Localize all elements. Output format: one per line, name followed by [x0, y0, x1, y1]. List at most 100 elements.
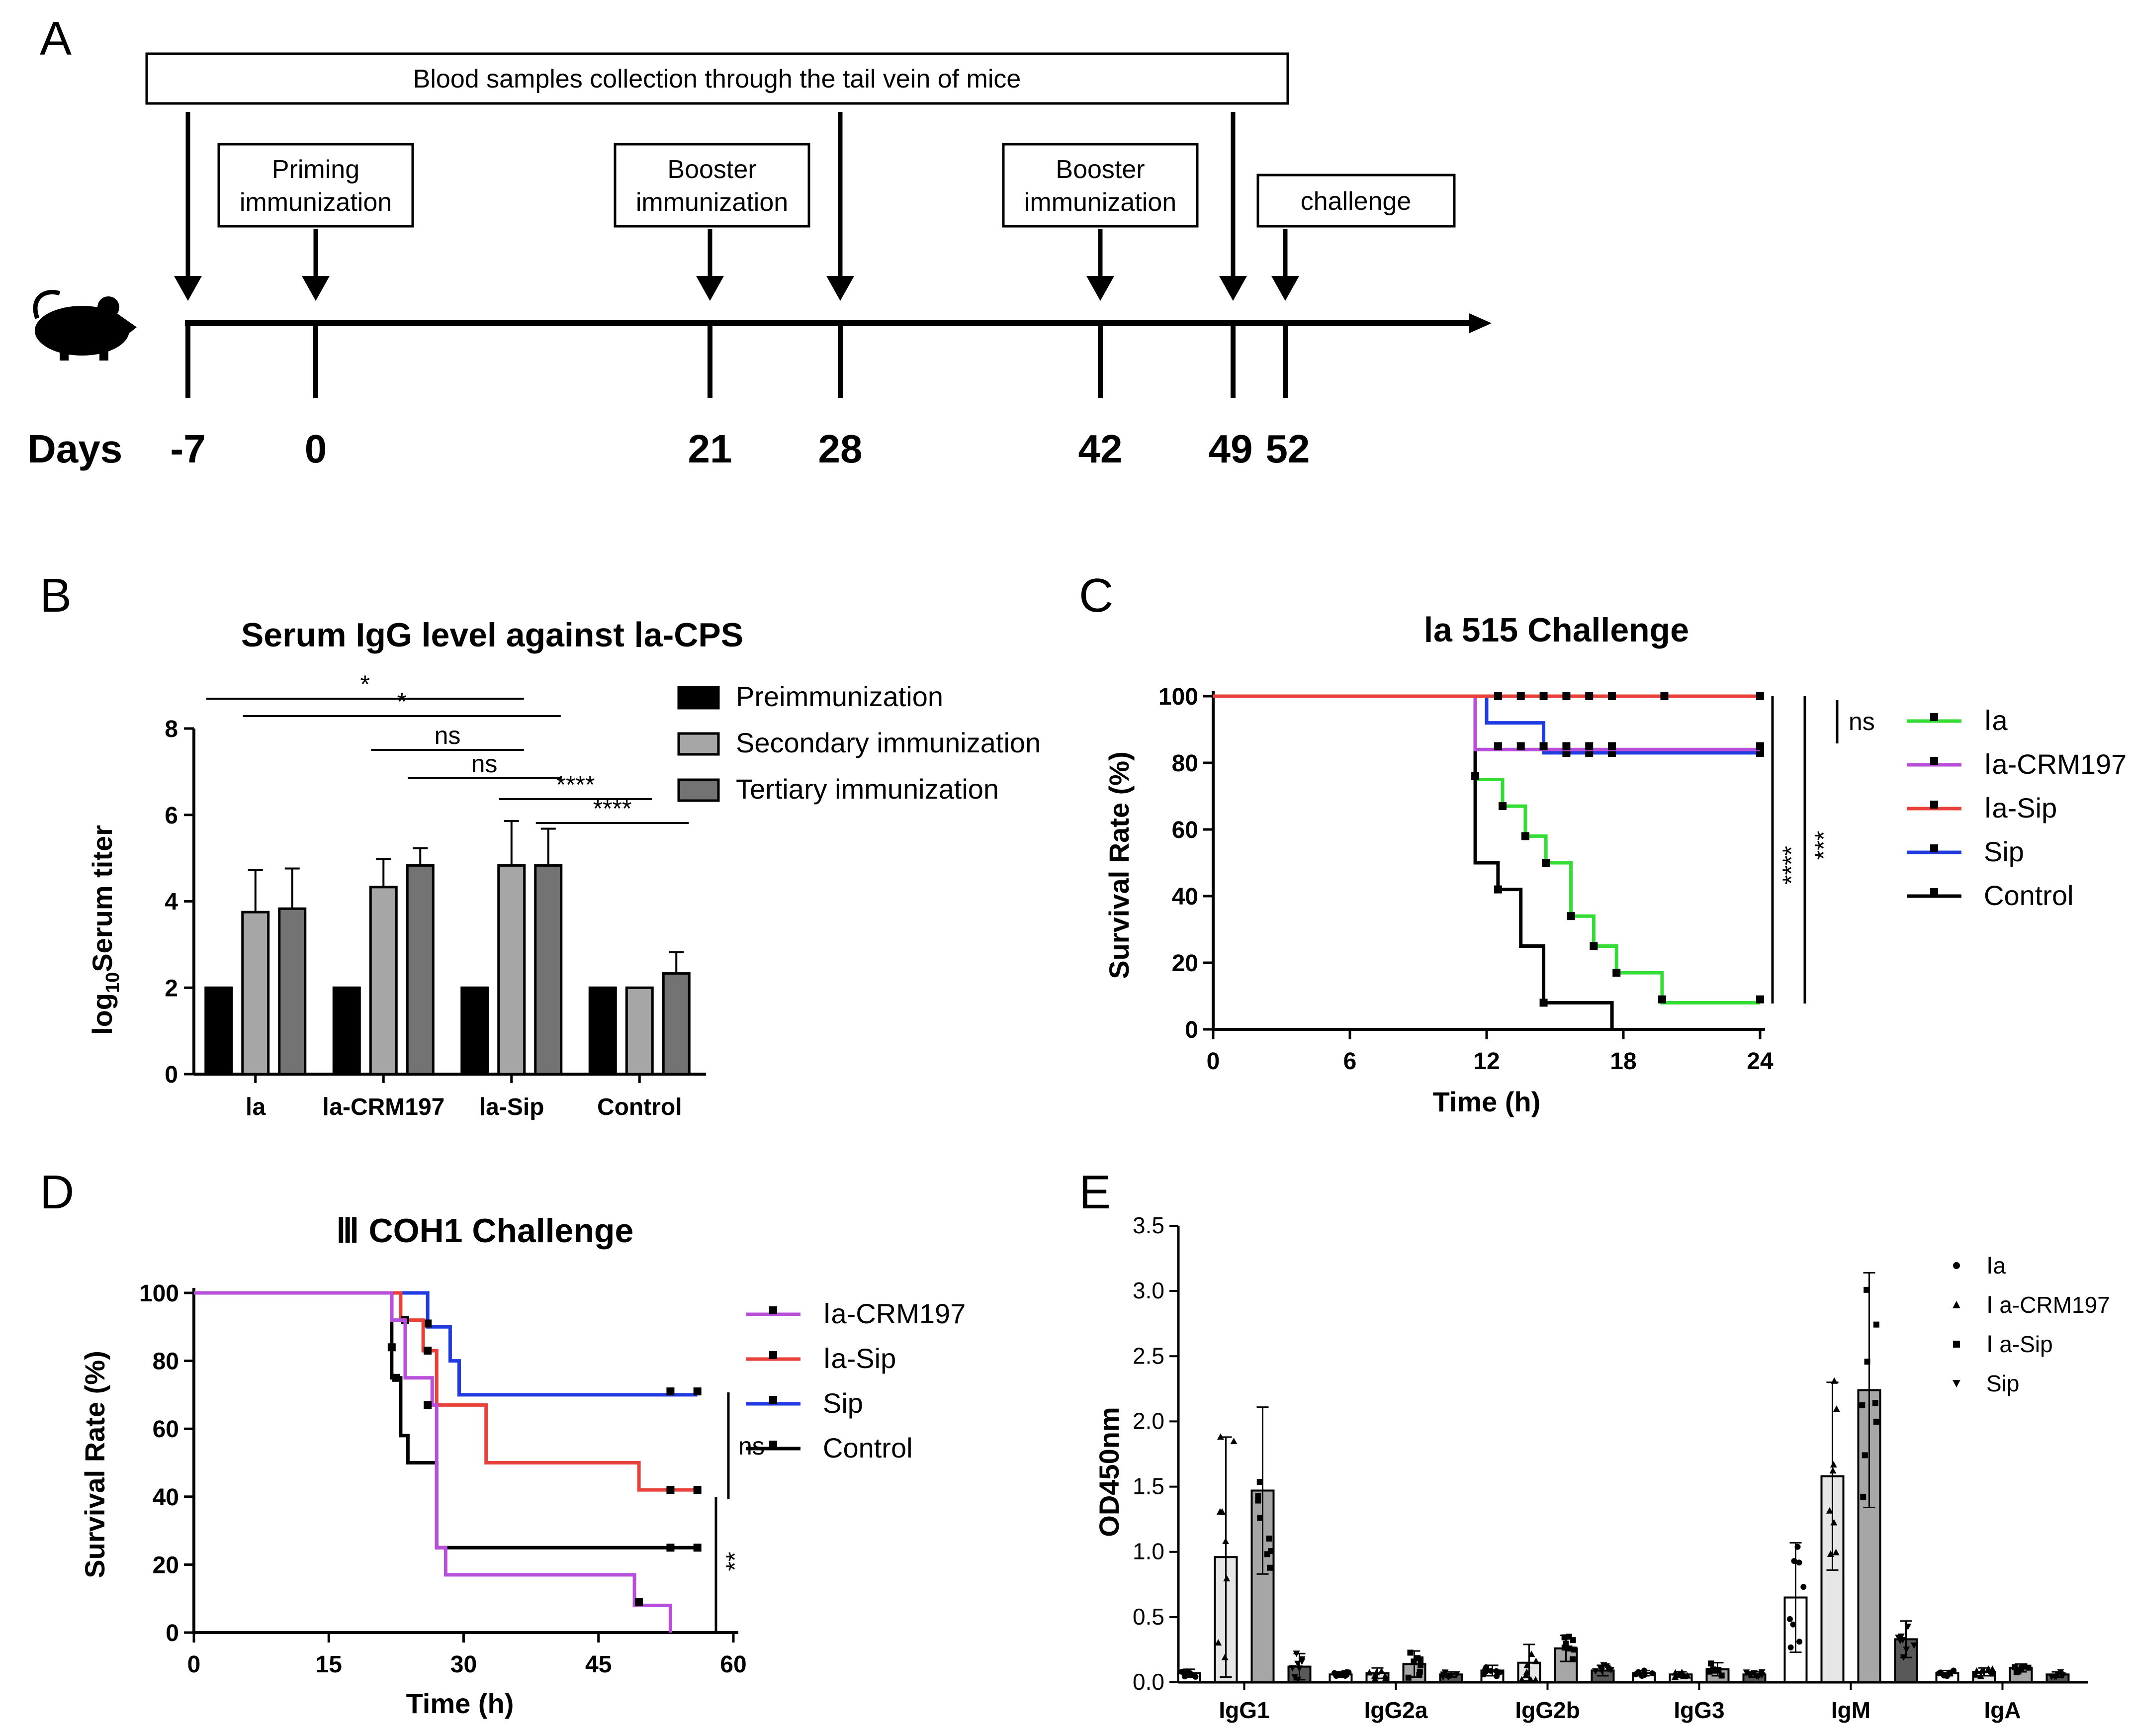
bar [332, 986, 361, 1076]
data-point [1255, 1493, 1261, 1499]
banner-text: Blood samples collection through the tai… [413, 65, 1021, 93]
booster2-line-1: Booster [1056, 155, 1145, 184]
bar [534, 864, 563, 1076]
data-point [1649, 1670, 1656, 1677]
y-tick-label: 3.0 [1133, 1278, 1164, 1303]
censor-mark [666, 1486, 675, 1494]
x-tick-label: IgA [1984, 1697, 2021, 1723]
data-point [1833, 1405, 1840, 1412]
data-point [1255, 1497, 1261, 1504]
data-point [1910, 1642, 1918, 1649]
data-point [1864, 1359, 1870, 1365]
data-point [1371, 1675, 1379, 1682]
data-point [1256, 1479, 1263, 1485]
bar [406, 864, 435, 1076]
legend-marker [1953, 1262, 1960, 1269]
panel-e-plot: 0.0 0.5 1.0 1.5 2.0 2.5 3.0 3.5 IgG1 IgG2a IgG2b Ig… [1133, 1212, 2088, 1723]
panel-d-xlabel: Time (h) [406, 1688, 514, 1719]
y-tick-label: 20 [153, 1552, 179, 1578]
legend-label: Ⅰa-Sip [823, 1343, 896, 1374]
svg-text:B: B [40, 569, 72, 622]
days-label: Days [27, 427, 122, 471]
censor-mark [1562, 742, 1571, 750]
data-point [1264, 1551, 1270, 1557]
data-point [1859, 1402, 1865, 1409]
censor-mark [1499, 802, 1507, 811]
bar [204, 986, 233, 1076]
data-point [1373, 1668, 1380, 1675]
data-point [1518, 1676, 1525, 1683]
legend-mark [1930, 888, 1938, 896]
data-point [1528, 1650, 1535, 1657]
censor-mark [1562, 692, 1571, 700]
x-tick-label: IgM [1831, 1697, 1870, 1723]
sig-label: **** [1777, 846, 1805, 885]
bar [1820, 1475, 1845, 1684]
svg-text:D: D [40, 1166, 74, 1219]
legend-label: Ⅰa [1984, 705, 2008, 736]
data-point [1787, 1644, 1794, 1650]
y-tick-label: 100 [139, 1280, 179, 1307]
censor-mark [1516, 692, 1525, 700]
censor-mark [1590, 942, 1598, 950]
data-point [1417, 1668, 1423, 1675]
data-point [1831, 1377, 1838, 1384]
y-tick-label: 1.0 [1133, 1539, 1164, 1564]
svg-text:E: E [1079, 1166, 1111, 1219]
censor-mark [1494, 692, 1502, 700]
data-point [1743, 1669, 1750, 1676]
legend-label: Sip [1984, 836, 2024, 867]
y-tick-label: 40 [153, 1484, 179, 1511]
data-point [1522, 1671, 1529, 1678]
data-point [1523, 1661, 1531, 1668]
legend-marker [1953, 1341, 1960, 1348]
censor-mark [387, 1343, 396, 1352]
legend-label: Ⅰa-CRM197 [823, 1298, 966, 1329]
event-booster-1: Booster immunization [614, 143, 810, 301]
data-point [1988, 1670, 1995, 1677]
survival-curve [194, 1291, 672, 1633]
y-tick-label: 40 [1172, 884, 1198, 910]
y-tick-label: 60 [1172, 817, 1198, 843]
data-point [1293, 1650, 1300, 1657]
data-point [1294, 1660, 1302, 1667]
panel-d-ylabel: Survival Rate (%) [79, 1351, 110, 1578]
data-point [1873, 1418, 1879, 1425]
x-tick-label: 18 [1610, 1048, 1636, 1075]
sig-label: ns [471, 750, 498, 778]
data-point [1366, 1669, 1373, 1676]
survival-curve [1213, 694, 1760, 755]
data-point [1230, 1438, 1238, 1445]
data-point [1862, 1452, 1868, 1459]
data-point [1592, 1668, 1599, 1675]
y-tick-label: 60 [153, 1416, 179, 1443]
x-tick-label: Control [597, 1094, 682, 1120]
x-tick-label: 0 [1207, 1048, 1220, 1075]
data-point [1641, 1667, 1647, 1674]
data-point [1296, 1665, 1303, 1672]
censor-mark [666, 1387, 675, 1396]
censor-mark [1608, 692, 1616, 700]
y-tick-label: 80 [153, 1349, 179, 1375]
x-tick-label: 24 [1747, 1048, 1774, 1075]
data-point [1972, 1671, 1979, 1678]
data-point [1298, 1658, 1306, 1665]
data-point [1977, 1672, 1985, 1679]
censor-mark [392, 1373, 400, 1382]
panel-letter-a: A [40, 12, 72, 65]
data-point [1794, 1544, 1801, 1550]
legend-label: Ⅰ a-Sip [1986, 1331, 2053, 1357]
data-point [1219, 1508, 1226, 1515]
data-point [1904, 1624, 1912, 1631]
survival-curve [194, 1291, 698, 1550]
data-point [1222, 1538, 1230, 1545]
sig-label: ns [738, 1432, 765, 1460]
y-tick-label: 0.5 [1133, 1604, 1164, 1630]
censor-mark [1516, 742, 1525, 750]
data-point [1532, 1676, 1539, 1683]
data-point [1873, 1321, 1879, 1328]
data-point [1181, 1670, 1188, 1676]
y-tick-label: 20 [1172, 950, 1198, 977]
